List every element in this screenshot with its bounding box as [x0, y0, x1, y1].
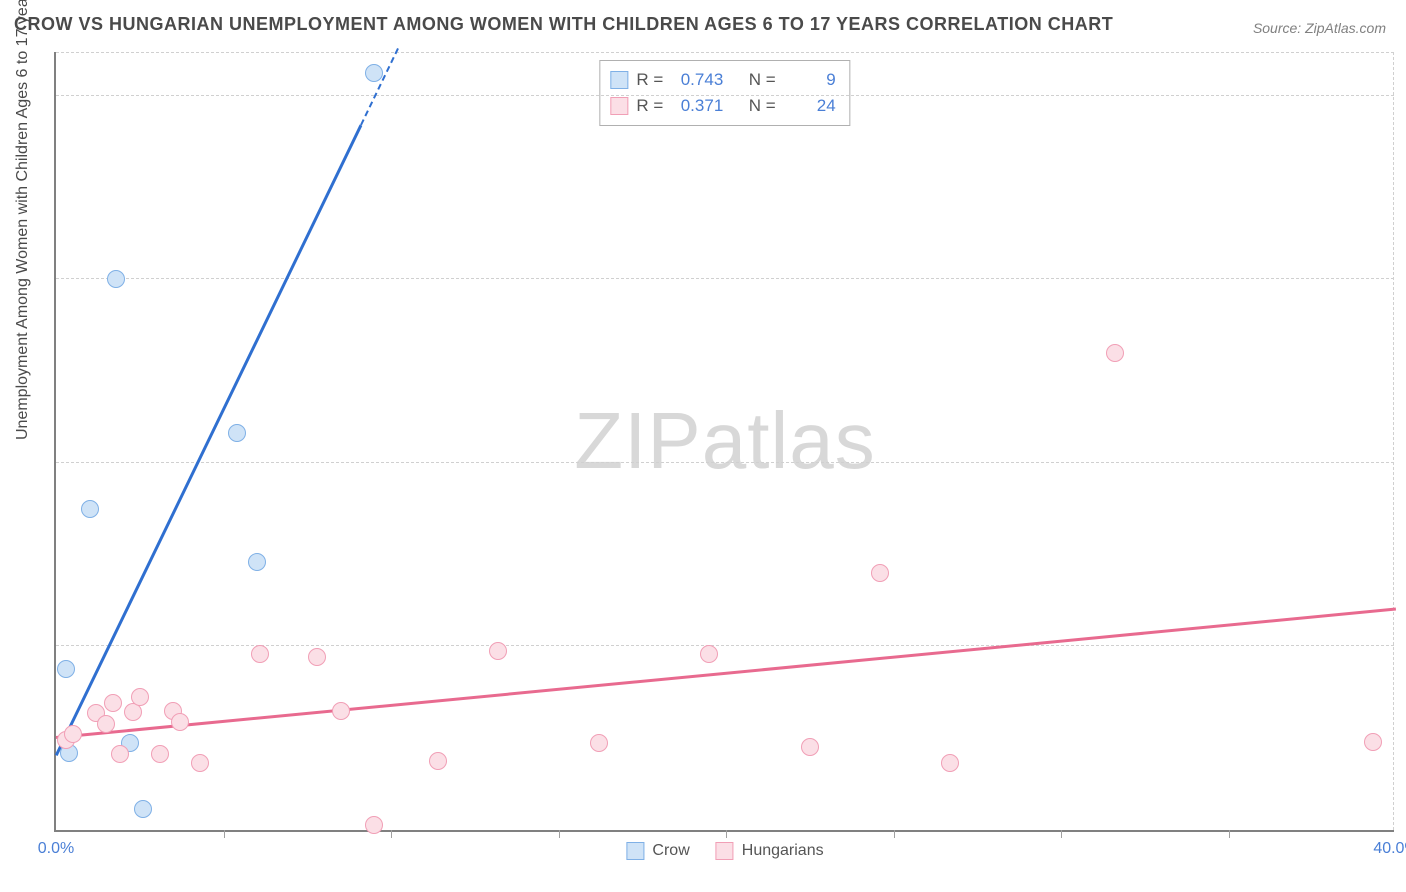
legend-item: Hungarians — [716, 842, 824, 860]
chart-title: CROW VS HUNGARIAN UNEMPLOYMENT AMONG WOM… — [14, 14, 1113, 35]
stats-row: R = 0.371 N = 24 — [610, 93, 835, 119]
data-point — [171, 713, 189, 731]
n-value: 24 — [784, 93, 836, 119]
x-tick — [726, 830, 727, 838]
data-point — [871, 564, 889, 582]
data-point — [1364, 733, 1382, 751]
data-point — [107, 270, 125, 288]
x-tick — [224, 830, 225, 838]
x-tick-label: 0.0% — [38, 840, 74, 858]
data-point — [97, 715, 115, 733]
data-point — [365, 64, 383, 82]
x-tick — [894, 830, 895, 838]
legend-item: Crow — [626, 842, 689, 860]
stats-row: R = 0.743 N = 9 — [610, 67, 835, 93]
n-value: 9 — [784, 67, 836, 93]
data-point — [251, 645, 269, 663]
data-point — [700, 645, 718, 663]
x-tick — [559, 830, 560, 838]
legend-label: Hungarians — [742, 842, 824, 860]
data-point — [191, 754, 209, 772]
data-point — [801, 738, 819, 756]
data-point — [111, 745, 129, 763]
data-point — [1106, 344, 1124, 362]
data-point — [248, 553, 266, 571]
data-point — [64, 725, 82, 743]
y-axis-label: Unemployment Among Women with Children A… — [14, 0, 32, 440]
stats-box: R = 0.743 N = 9 R = 0.371 N = 24 — [599, 60, 850, 126]
data-point — [365, 816, 383, 834]
data-point — [131, 688, 149, 706]
gridline — [56, 462, 1394, 463]
gridline — [56, 52, 1394, 53]
legend-label: Crow — [652, 842, 689, 860]
data-point — [57, 660, 75, 678]
data-point — [228, 424, 246, 442]
r-label: R = — [636, 67, 663, 93]
x-tick-label: 40.0% — [1373, 840, 1406, 858]
gridline — [56, 278, 1394, 279]
watermark: ZIPatlas — [574, 395, 875, 487]
n-label: N = — [749, 67, 776, 93]
trend-line — [56, 607, 1396, 738]
x-tick — [1061, 830, 1062, 838]
swatch-icon — [610, 97, 628, 115]
data-point — [429, 752, 447, 770]
plot-right-border — [1393, 52, 1394, 830]
r-value: 0.371 — [671, 93, 723, 119]
data-point — [104, 694, 122, 712]
r-value: 0.743 — [671, 67, 723, 93]
data-point — [332, 702, 350, 720]
data-point — [308, 648, 326, 666]
plot-area: ZIPatlas R = 0.743 N = 9 R = 0.371 N = 2… — [54, 52, 1394, 832]
data-point — [151, 745, 169, 763]
source-attribution: Source: ZipAtlas.com — [1253, 20, 1386, 36]
x-tick — [391, 830, 392, 838]
swatch-icon — [716, 842, 734, 860]
trend-line — [360, 49, 399, 126]
gridline — [56, 95, 1394, 96]
watermark-part-a: ZIP — [574, 396, 701, 485]
data-point — [941, 754, 959, 772]
swatch-icon — [626, 842, 644, 860]
watermark-part-b: atlas — [702, 396, 876, 485]
data-point — [489, 642, 507, 660]
data-point — [590, 734, 608, 752]
swatch-icon — [610, 71, 628, 89]
data-point — [81, 500, 99, 518]
data-point — [134, 800, 152, 818]
x-tick — [1229, 830, 1230, 838]
r-label: R = — [636, 93, 663, 119]
n-label: N = — [749, 93, 776, 119]
legend: Crow Hungarians — [626, 842, 823, 860]
